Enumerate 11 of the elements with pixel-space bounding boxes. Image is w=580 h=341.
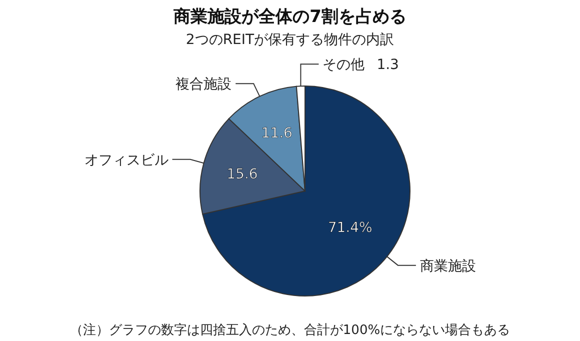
- data-label: 1.3: [376, 57, 399, 74]
- data-label: 11.6: [261, 125, 293, 142]
- slice-label: その他: [322, 57, 365, 74]
- chart-title: 商業施設が全体の7割を占める: [172, 7, 406, 27]
- slice-label: 複合施設: [176, 76, 232, 93]
- slice-label: 商業施設: [420, 258, 476, 274]
- chart-subtitle: 2つのREITが保有する物件の内訳: [186, 32, 394, 48]
- text: （注）グラフの数字は四捨五入のため、合計が100%にならない場合もある: [70, 322, 510, 338]
- data-label: 15.6: [226, 166, 258, 183]
- data-label: 71.4%: [328, 220, 372, 236]
- slice-label: オフィスビル: [84, 152, 168, 168]
